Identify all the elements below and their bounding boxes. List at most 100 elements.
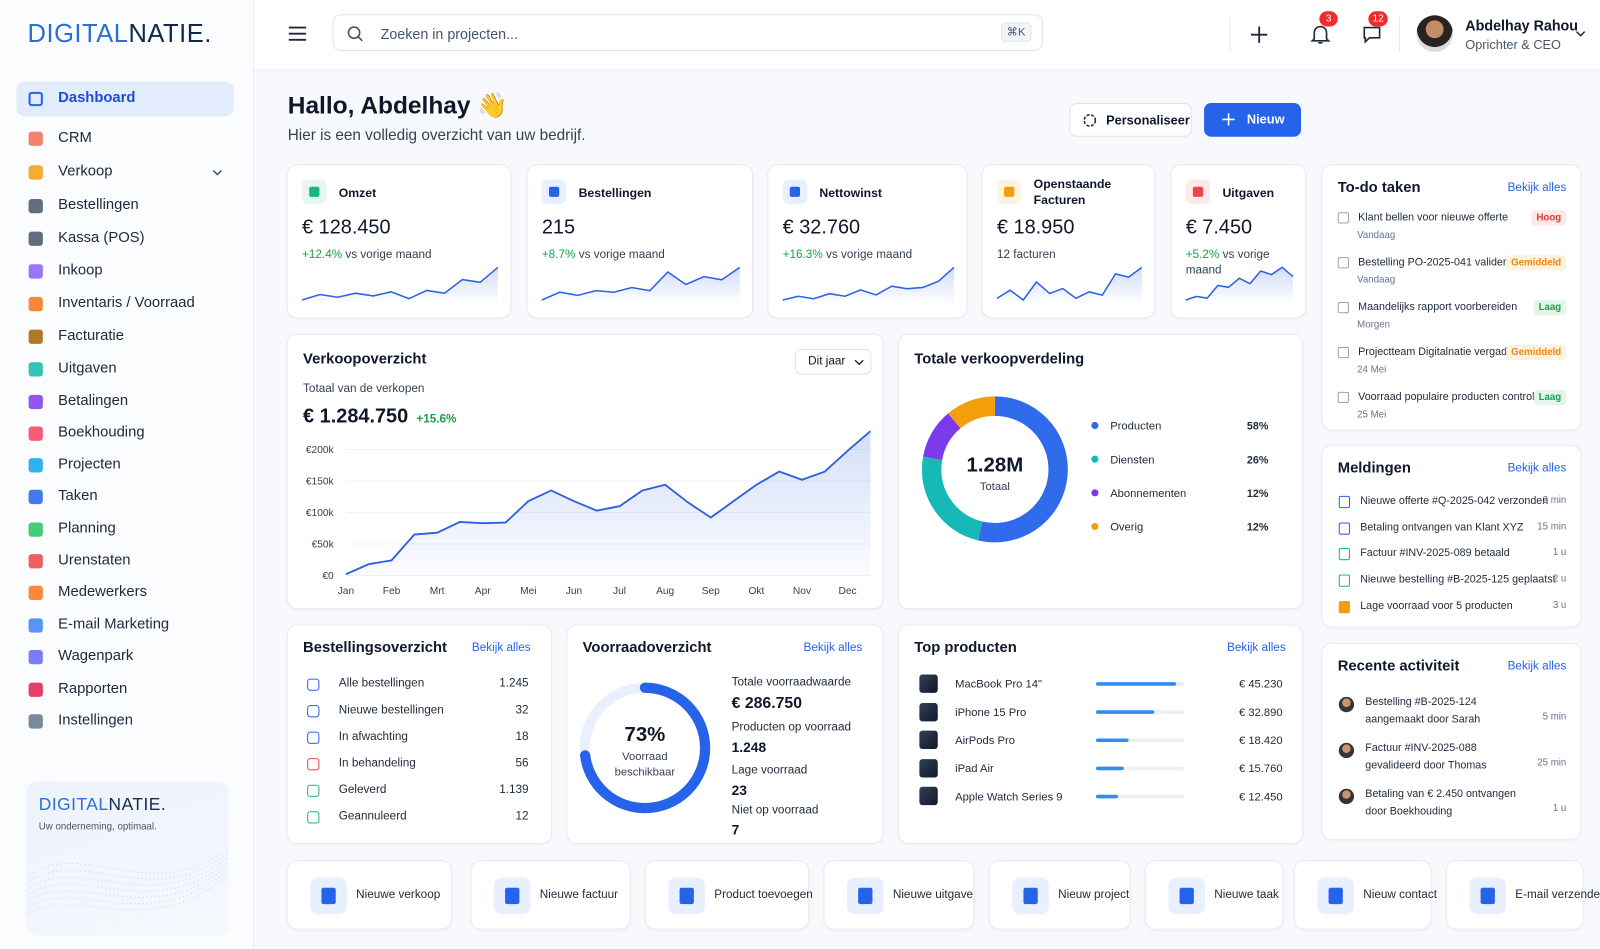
menu-item[interactable]: Instellingen xyxy=(58,712,134,729)
x-tick-label: Jun xyxy=(566,586,582,597)
menu-toggle[interactable] xyxy=(288,26,307,41)
kpi-card: Bestellingen 215 +8.7% vs vorige maand xyxy=(526,164,754,319)
plus-icon xyxy=(1222,113,1235,126)
menu-item[interactable]: CRM xyxy=(58,129,92,146)
menu-item[interactable]: Rapporten xyxy=(58,680,128,697)
card-title: Verkoopoverzicht xyxy=(303,351,427,368)
view-all[interactable]: Bekijk alles xyxy=(803,641,863,655)
sidebar: DIGITALNATIE. Dashboard CRM Verkoop Bestelli… xyxy=(0,0,255,949)
quick-action[interactable]: Product toevoegen xyxy=(644,860,813,930)
search-box[interactable]: Zoeken in projecten... ⌘K xyxy=(332,14,1043,52)
plus xyxy=(1251,26,1268,43)
kpi-icon xyxy=(996,179,1022,205)
wave xyxy=(26,856,229,891)
bar-track xyxy=(1095,794,1185,799)
menu-item[interactable]: Betalingen xyxy=(58,392,129,410)
menu-item[interactable]: Wagenpark xyxy=(58,647,134,665)
quick-action[interactable]: Nieuw project xyxy=(988,860,1131,930)
menu-item[interactable]: Inkoop xyxy=(58,262,103,279)
bar-chart: MacBook Pro 14" € 45.230 iPhone 15 Pro € 32… xyxy=(955,679,1283,804)
menu-icon xyxy=(28,362,43,377)
view-all[interactable]: Bekijk alles xyxy=(1507,660,1567,673)
view-all[interactable]: Bekijk alles xyxy=(1507,462,1567,475)
action-icon xyxy=(310,877,347,915)
menu-item[interactable]: Inventaris / Voorraad xyxy=(58,294,195,312)
quick-action[interactable]: E-mail verzenden xyxy=(1445,860,1600,930)
action-label: Nieuwe verkoop xyxy=(356,888,441,902)
quick-action[interactable]: Nieuwe factuur xyxy=(470,860,631,930)
new-button[interactable]: Nieuw xyxy=(1204,103,1302,137)
bar xyxy=(1095,738,1129,743)
view-all[interactable]: Bekijk alles xyxy=(1226,641,1286,655)
menu-icon xyxy=(28,585,43,600)
card-title: Top producten xyxy=(914,639,1017,657)
product-image xyxy=(919,730,938,750)
checkbox[interactable] xyxy=(1337,346,1349,359)
card-title: Totale verkoopverdeling xyxy=(914,351,1085,368)
quick-action[interactable]: Nieuwe taak xyxy=(1144,860,1284,930)
icon-glyph xyxy=(1480,887,1496,904)
alert-text: Factuur #INV-2025-089 betaald xyxy=(1360,547,1510,560)
x-tick-label: Jan xyxy=(338,586,354,597)
kpi-card: Omzet € 128.450 +12.4% vs vorige maand xyxy=(286,164,512,319)
priority-badge: Laag xyxy=(1533,389,1567,406)
kpi-value: € 7.450 xyxy=(1185,216,1253,239)
menu-item[interactable]: Urenstaten xyxy=(58,552,131,569)
view-all[interactable]: Bekijk alles xyxy=(1507,181,1567,194)
action-label: E-mail verzenden xyxy=(1515,888,1600,902)
chat xyxy=(1363,26,1381,44)
checkbox[interactable] xyxy=(1337,302,1349,314)
menu-item[interactable]: Boekhouding xyxy=(58,424,145,441)
checkbox[interactable] xyxy=(1337,391,1349,404)
menu-item[interactable]: Projecten xyxy=(58,456,121,473)
quick-action[interactable]: Nieuwe uitgave xyxy=(823,860,975,930)
menu-item[interactable]: Planning xyxy=(58,520,116,537)
product-image xyxy=(919,702,938,722)
icon-glyph xyxy=(1328,887,1344,904)
menu-item[interactable]: E-mail Marketing xyxy=(58,616,170,633)
alerts-card: Meldingen Bekijk alles Nieuwe offerte #Q-2… xyxy=(1321,444,1582,628)
menu-item[interactable]: Dashboard xyxy=(58,89,136,107)
row-icon xyxy=(307,731,320,744)
menu-item[interactable]: Bestellingen xyxy=(58,196,139,214)
period-label: Dit jaar xyxy=(808,355,846,368)
kpi-note: 12 facturen xyxy=(996,248,1056,262)
menu-item[interactable]: Facturatie xyxy=(58,327,124,344)
quick-action[interactable]: Nieuwe verkoop xyxy=(286,860,453,930)
donut-chart: Producten 58% Diensten 26% Abonnementen 12% Ov… xyxy=(921,396,1269,543)
order-label: Nieuwe bestellingen xyxy=(338,704,444,717)
product-image xyxy=(919,674,938,693)
total-line: € 1.284.750 +15.6% xyxy=(303,405,456,428)
checkbox[interactable] xyxy=(1337,257,1349,269)
menu-item[interactable]: Taken xyxy=(58,487,98,505)
stat-label: Lage voorraad xyxy=(731,764,808,777)
view-all[interactable]: Bekijk alles xyxy=(471,641,531,655)
menu-item[interactable]: Verkoop xyxy=(58,163,113,180)
action-icon xyxy=(1317,877,1355,915)
messages-button[interactable] xyxy=(1362,26,1381,44)
menu-item[interactable]: Medewerkers xyxy=(58,583,147,600)
menu-icon xyxy=(28,426,43,441)
product-revenue: € 15.760 xyxy=(1239,763,1283,775)
menu-item[interactable]: Kassa (POS) xyxy=(58,229,145,246)
period-select[interactable]: Dit jaar xyxy=(794,348,872,375)
row-icon xyxy=(307,705,320,718)
notifications-button[interactable] xyxy=(1310,24,1331,44)
customize-button[interactable]: Personaliseer xyxy=(1069,103,1192,137)
alert-icon xyxy=(1338,574,1350,587)
menu-item[interactable]: Uitgaven xyxy=(58,360,117,377)
alert-time: 1 u xyxy=(1552,547,1567,559)
quick-action[interactable]: Nieuw contact xyxy=(1293,860,1437,930)
task-text: Klant bellen voor nieuwe offerte xyxy=(1358,211,1509,224)
menu-active-bg xyxy=(16,81,234,117)
stat-label: Totale voorraadwaarde xyxy=(731,676,852,689)
alert-time: 2 min xyxy=(1542,494,1567,507)
add-button[interactable] xyxy=(1251,26,1268,43)
x-tick-label: Jul xyxy=(613,586,626,597)
action-label: Nieuwe factuur xyxy=(539,888,619,902)
brand-second: NATIE. xyxy=(108,794,167,815)
avatar xyxy=(1416,15,1454,53)
legend-label: Diensten xyxy=(1110,454,1154,466)
row-icon xyxy=(307,758,320,771)
checkbox[interactable] xyxy=(1337,212,1349,224)
